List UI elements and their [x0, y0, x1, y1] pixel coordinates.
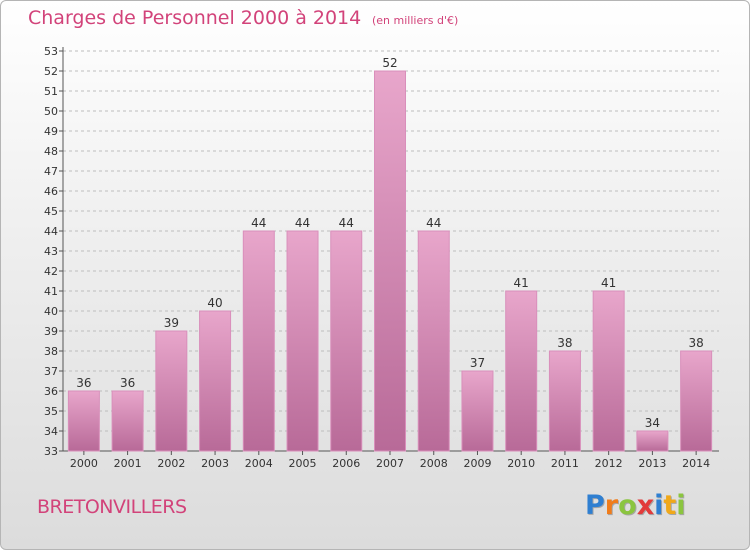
logo-letter: t: [663, 490, 677, 521]
bar: [417, 230, 450, 452]
bar: [548, 350, 581, 452]
x-tick-label: 2009: [463, 457, 491, 470]
y-tick-label: 42: [44, 265, 58, 278]
y-tick-label: 53: [44, 45, 58, 58]
x-tick-label: 2013: [638, 457, 666, 470]
x-tick-label: 2008: [420, 457, 448, 470]
y-tick-label: 34: [44, 425, 58, 438]
bar: [199, 310, 232, 452]
x-tick-label: 2005: [289, 457, 317, 470]
y-tick-label: 51: [44, 85, 58, 98]
data-label: 39: [164, 316, 179, 330]
logo-letter: o: [618, 490, 637, 521]
bar: [242, 230, 275, 452]
x-tick-label: 2006: [332, 457, 360, 470]
y-tick-label: 35: [44, 405, 58, 418]
data-label: 38: [688, 336, 703, 350]
x-tick-label: 2007: [376, 457, 404, 470]
bar: [155, 330, 188, 452]
y-tick-label: 48: [44, 145, 58, 158]
bar: [592, 290, 625, 452]
proxiti-logo[interactable]: Proxiti: [585, 490, 686, 521]
y-tick-label: 43: [44, 245, 58, 258]
y-tick-label: 41: [44, 285, 58, 298]
logo-letter: P: [585, 490, 605, 521]
bar: [111, 390, 144, 452]
chart-title: Charges de Personnel 2000 à 2014: [28, 7, 362, 29]
y-tick-label: 52: [44, 65, 58, 78]
bar: [505, 290, 538, 452]
data-label: 38: [557, 336, 572, 350]
bar: [461, 370, 494, 452]
bar: [680, 350, 713, 452]
data-label: 40: [207, 296, 222, 310]
data-label: 41: [601, 276, 616, 290]
logo-letter: i: [654, 490, 664, 521]
x-tick-label: 2004: [245, 457, 273, 470]
logo-letter: i: [676, 490, 686, 521]
data-label: 36: [120, 376, 135, 390]
data-label: 34: [645, 416, 660, 430]
data-label: 36: [76, 376, 91, 390]
data-label: 44: [295, 216, 310, 230]
data-label: 37: [470, 356, 485, 370]
y-tick-label: 39: [44, 325, 58, 338]
x-tick-label: 2001: [114, 457, 142, 470]
x-tick-label: 2010: [507, 457, 535, 470]
y-tick-label: 40: [44, 305, 58, 318]
logo-letter: x: [636, 490, 655, 521]
data-label: 44: [339, 216, 354, 230]
data-label: 52: [382, 56, 397, 70]
y-tick-label: 44: [44, 225, 58, 238]
y-tick-label: 38: [44, 345, 58, 358]
bar: [286, 230, 319, 452]
bar: [636, 430, 669, 452]
y-tick-label: 47: [44, 165, 58, 178]
commune-name: BRETONVILLERS: [37, 496, 187, 518]
y-tick-label: 46: [44, 185, 58, 198]
data-label: 41: [514, 276, 529, 290]
y-tick-label: 45: [44, 205, 58, 218]
bar: [67, 390, 100, 452]
data-label: 44: [426, 216, 441, 230]
x-tick-label: 2014: [682, 457, 710, 470]
y-tick-label: 37: [44, 365, 58, 378]
bar: [330, 230, 363, 452]
x-tick-label: 2002: [157, 457, 185, 470]
chart-subtitle: (en milliers d'€): [372, 14, 459, 27]
y-tick-label: 49: [44, 125, 58, 138]
y-tick-label: 33: [44, 445, 58, 458]
x-tick-label: 2003: [201, 457, 229, 470]
x-tick-label: 2012: [595, 457, 623, 470]
data-label: 44: [251, 216, 266, 230]
bar: [374, 70, 406, 452]
y-tick-label: 50: [44, 105, 58, 118]
y-tick-label: 36: [44, 385, 58, 398]
x-tick-label: 2000: [70, 457, 98, 470]
logo-letter: r: [604, 490, 619, 521]
x-tick-label: 2011: [551, 457, 579, 470]
